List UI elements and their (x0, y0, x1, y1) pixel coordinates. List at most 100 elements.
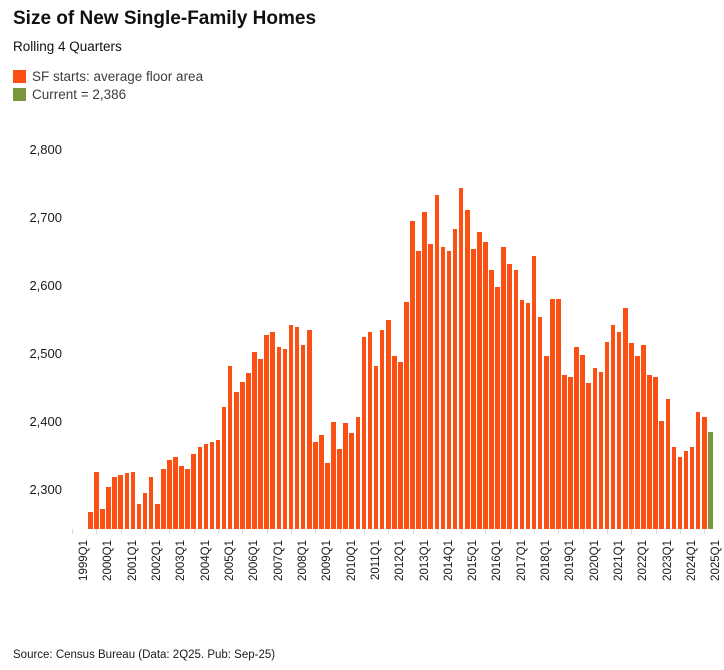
bar-2020Q1 (580, 355, 585, 529)
bar-2006Q3 (252, 351, 257, 529)
bar-2017Q3 (519, 300, 525, 529)
x-tick-mark (655, 529, 657, 534)
bar-2023Q3 (665, 398, 671, 529)
bar-2012Q1 (385, 320, 391, 529)
bar-2025Q2 (708, 431, 713, 529)
bar-2015Q4 (477, 232, 482, 529)
bar-2006Q2 (246, 373, 251, 529)
x-tick-label: 2010Q1 (345, 540, 358, 581)
bar-2018Q4 (550, 298, 555, 529)
x-tick-mark (315, 529, 317, 534)
bar-2008Q3 (300, 345, 306, 529)
bar-2009Q4 (331, 422, 336, 529)
bar-2007Q1 (264, 334, 269, 529)
x-tick-label: 2001Q1 (126, 540, 139, 581)
page-title: Size of New Single-Family Homes (13, 8, 317, 29)
bar-2010Q2 (343, 423, 348, 529)
bar-2011Q4 (379, 330, 385, 529)
x-tick-label: 2023Q1 (661, 540, 674, 581)
bar-2025Q1 (701, 417, 707, 529)
x-tick-mark (679, 529, 681, 534)
bar-2016Q3 (495, 287, 500, 529)
x-tick-label: 2005Q1 (224, 540, 237, 581)
x-tick-mark (193, 529, 195, 534)
x-tick-mark (631, 529, 633, 534)
x-tick-mark (607, 529, 609, 534)
bar-2002Q4 (161, 468, 166, 529)
bar-2014Q2 (440, 247, 446, 529)
x-tick-label: 2020Q1 (588, 540, 601, 581)
chart-subtitle: Rolling 4 Quarters (13, 39, 122, 54)
bar-2013Q4 (428, 243, 434, 529)
x-tick-label: 2018Q1 (540, 540, 553, 581)
x-tick-mark (363, 529, 365, 534)
x-tick-mark (145, 529, 147, 534)
bar-2014Q1 (434, 194, 440, 529)
x-tick-label: 2007Q1 (272, 540, 285, 581)
x-tick-label: 2021Q1 (613, 540, 626, 581)
bar-2021Q4 (622, 307, 628, 529)
bar-2022Q1 (629, 343, 634, 529)
bar-2022Q3 (641, 345, 646, 529)
bar-2019Q3 (568, 377, 573, 529)
x-tick-label: 2009Q1 (321, 540, 334, 581)
bar-2019Q4 (574, 347, 579, 529)
x-tick-label: 1999Q1 (78, 540, 91, 581)
bar-2007Q3 (276, 347, 282, 529)
legend-label-current: Current = 2,386 (32, 86, 127, 102)
x-tick-label: 2014Q1 (442, 540, 455, 581)
x-tick-label: 2003Q1 (175, 540, 188, 581)
bar-2007Q4 (282, 348, 288, 529)
bar-2013Q3 (422, 211, 427, 529)
bar-2010Q3 (349, 432, 355, 529)
legend-swatch-current (13, 87, 26, 101)
bar-2023Q4 (671, 447, 677, 529)
bar-2019Q1 (556, 298, 561, 529)
x-tick-mark (485, 529, 487, 534)
y-tick-label: 2,700 (29, 210, 62, 225)
bar-2003Q1 (167, 460, 172, 529)
y-tick-label: 2,300 (29, 482, 62, 497)
bar-2020Q4 (598, 371, 604, 529)
bar-2018Q3 (543, 356, 549, 529)
x-tick-mark (388, 529, 390, 534)
bar-2017Q2 (513, 270, 519, 529)
bar-2008Q2 (294, 326, 300, 529)
bar-2007Q2 (270, 332, 276, 529)
legend-row-starts: SF starts: average floor area (13, 67, 203, 85)
x-tick-label: 2024Q1 (685, 540, 698, 581)
x-tick-mark (169, 529, 171, 534)
x-tick-mark (509, 529, 511, 534)
x-tick-mark (266, 529, 268, 534)
bar-2019Q2 (562, 375, 567, 529)
bar-2002Q1 (142, 493, 148, 529)
x-tick-mark (558, 529, 560, 534)
bar-2023Q2 (659, 420, 665, 529)
chart-legend: SF starts: average floor area Current = … (13, 67, 203, 103)
bar-2012Q3 (398, 362, 403, 529)
bar-2004Q1 (191, 453, 197, 529)
x-tick-mark (72, 529, 74, 534)
x-tick-mark (242, 529, 244, 534)
bar-2003Q3 (179, 465, 184, 529)
bar-2020Q3 (592, 367, 598, 529)
bar-2015Q3 (471, 248, 476, 529)
bar-2009Q1 (312, 441, 318, 529)
bar-2015Q1 (458, 188, 464, 529)
bar-2003Q2 (173, 456, 178, 529)
bar-2024Q3 (689, 447, 695, 529)
x-tick-mark (339, 529, 341, 534)
bar-2008Q1 (288, 325, 294, 529)
bar-2016Q1 (483, 241, 488, 529)
bar-2022Q4 (647, 375, 652, 529)
x-tick-label: 2016Q1 (491, 540, 504, 581)
bar-2022Q2 (635, 356, 640, 529)
bar-2008Q4 (306, 330, 312, 529)
x-tick-label: 2022Q1 (637, 540, 650, 581)
x-tick-mark (534, 529, 536, 534)
bar-2001Q3 (130, 472, 136, 529)
bar-2010Q1 (337, 449, 342, 529)
bar-2020Q2 (586, 383, 592, 529)
bar-2002Q2 (148, 477, 154, 529)
bar-2012Q4 (404, 302, 409, 529)
